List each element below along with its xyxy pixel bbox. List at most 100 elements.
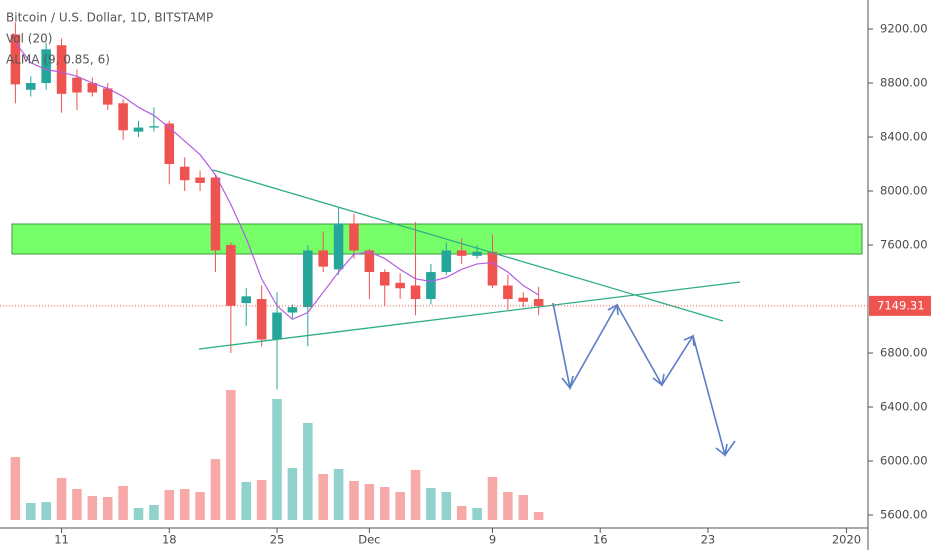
x-tick-label: 11	[54, 533, 69, 547]
volume-bar	[179, 489, 190, 520]
volume-bar	[41, 502, 51, 520]
candle-body	[41, 49, 51, 84]
candle-body	[503, 285, 513, 300]
volume-bar	[10, 457, 21, 520]
candle-body	[256, 299, 267, 340]
alma-line	[14, 42, 539, 320]
y-tick-label: 6400.00	[880, 400, 928, 414]
volume-bar	[303, 423, 313, 520]
candle-body	[395, 282, 405, 289]
last-price-box	[869, 295, 931, 316]
volume-bar	[164, 490, 175, 520]
volume-bar	[118, 486, 128, 520]
candle-body	[164, 123, 175, 165]
volume-bar	[241, 482, 252, 520]
volume-bar	[318, 474, 328, 520]
x-tick-label: 23	[701, 533, 716, 547]
y-tick-label: 8800.00	[880, 76, 928, 90]
volume-bar	[56, 478, 67, 520]
trendline-lower	[198, 281, 741, 350]
candle-body	[26, 83, 36, 90]
trendline-upper	[212, 169, 724, 322]
candle-body	[333, 223, 344, 270]
candle-body	[349, 223, 359, 251]
candle-body	[318, 250, 328, 267]
volume-bar	[518, 495, 529, 520]
candle-body	[364, 250, 375, 273]
volume-bar	[503, 492, 513, 520]
candle-body	[287, 307, 298, 313]
volume-bar	[149, 505, 159, 520]
x-tick-label: 16	[593, 533, 608, 547]
candle-body	[441, 250, 452, 273]
x-tick-label: 25	[270, 533, 285, 547]
volume-bar	[256, 480, 267, 520]
indicator-label: ALMA (9, 0.85, 6)	[6, 53, 110, 67]
candle-body	[179, 166, 190, 181]
y-tick-label: 7600.00	[880, 238, 928, 252]
volume-bar	[456, 506, 467, 520]
x-tick-label: 2020	[832, 533, 861, 547]
volume-bar	[533, 512, 544, 520]
volume-bar	[426, 488, 436, 520]
candle-body	[472, 251, 482, 256]
candle-body	[149, 126, 159, 128]
candle-body	[410, 285, 421, 300]
marks	[10, 22, 544, 520]
candle-body	[518, 297, 529, 302]
volume-bar	[133, 508, 144, 520]
y-tick-label: 6000.00	[880, 454, 928, 468]
candle-body	[87, 83, 98, 93]
candle-body	[72, 77, 82, 93]
candle-body	[10, 34, 21, 85]
candle-body	[272, 312, 282, 340]
volume-bar	[26, 503, 36, 520]
volume-bar	[287, 468, 298, 520]
projection-path	[552, 302, 736, 457]
volume-bar	[410, 470, 421, 520]
candle-body	[426, 272, 436, 300]
y-tick-label: 5600.00	[880, 508, 928, 522]
x-tick-label: 18	[162, 533, 177, 547]
volume-bar	[87, 496, 98, 520]
candle-body	[303, 250, 313, 308]
candle-body	[56, 45, 67, 94]
volume-bar	[72, 489, 82, 520]
volume-bar	[349, 481, 359, 520]
volume-bar	[472, 508, 482, 520]
candle-body	[118, 103, 128, 131]
candle-body	[195, 177, 205, 183]
x-tick-label: Dec	[358, 533, 380, 547]
candle-body	[102, 88, 113, 105]
volume-bar	[395, 492, 405, 520]
volume-bar	[333, 469, 344, 520]
volume-bar	[226, 390, 236, 520]
candle-body	[487, 251, 498, 286]
projection-arrowheads	[561, 303, 728, 457]
candle-body	[210, 177, 221, 251]
x-tick-label: 9	[489, 533, 496, 547]
chart-title: Bitcoin / U.S. Dollar, 1D, BITSTAMP	[6, 11, 213, 25]
candle-body	[456, 250, 467, 256]
y-tick-label: 6800.00	[880, 346, 928, 360]
volume-bar	[210, 459, 221, 520]
volume-bar	[102, 497, 113, 520]
y-tick-label: 8000.00	[880, 184, 928, 198]
candle-body	[241, 296, 252, 304]
volume-bar	[487, 477, 498, 520]
candle-body	[533, 299, 544, 306]
candle-body	[379, 272, 390, 286]
volume-bar	[379, 487, 390, 520]
volume-bar	[272, 399, 282, 520]
y-tick-label: 8400.00	[880, 130, 928, 144]
candle-body	[226, 245, 236, 306]
candle-body	[133, 127, 144, 132]
y-tick-label: 9200.00	[880, 22, 928, 36]
last-price-label: 7149.31	[877, 298, 925, 312]
resistance-zone	[11, 223, 863, 255]
indicator-label: Vol (20)	[6, 32, 52, 46]
volume-bar	[364, 484, 375, 520]
volume-bar	[195, 492, 205, 520]
volume-bar	[441, 492, 452, 520]
